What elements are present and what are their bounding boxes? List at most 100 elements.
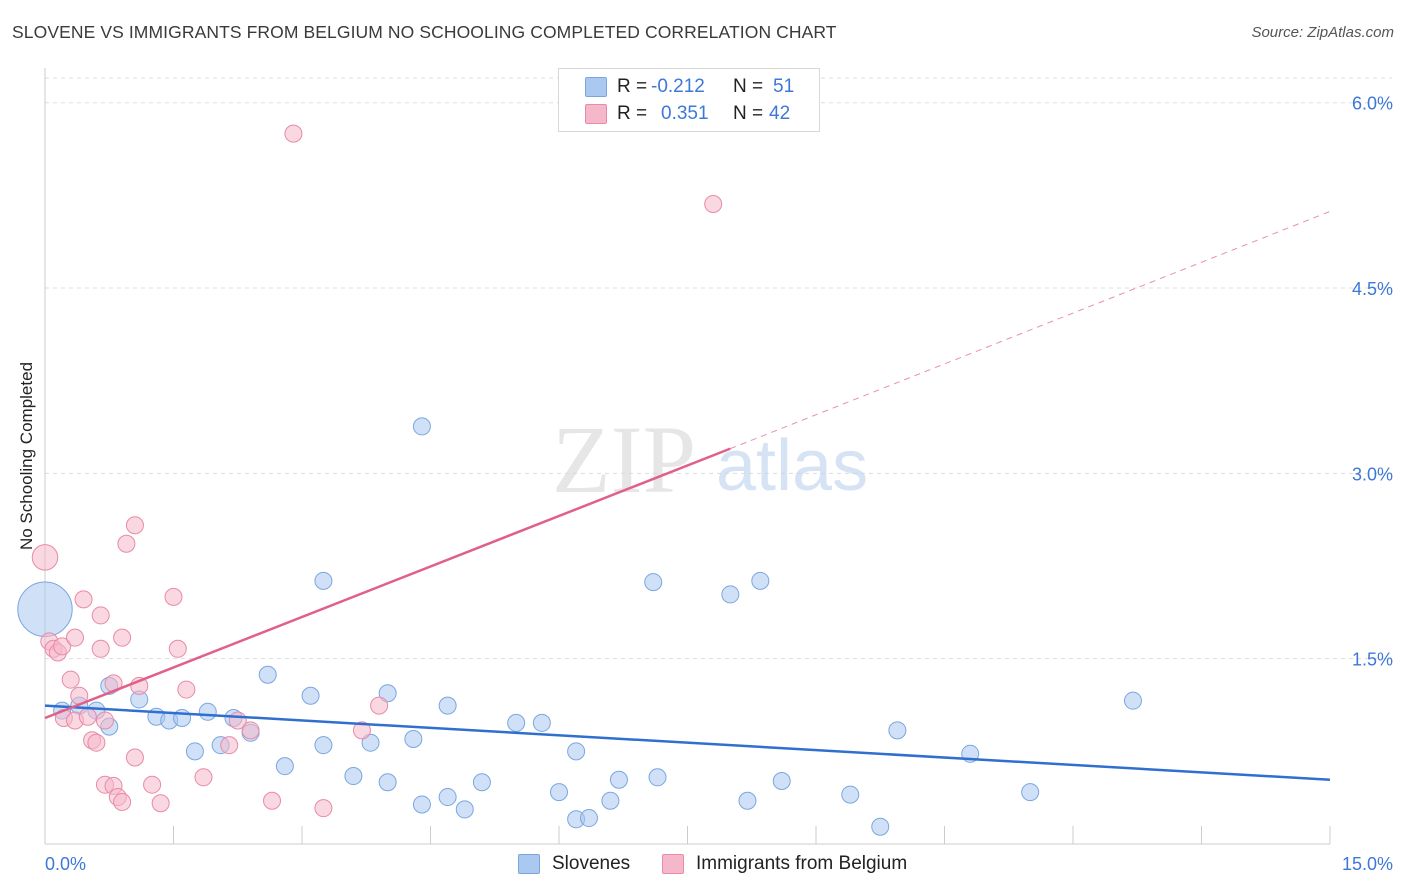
slovenes-point [841,785,860,804]
chart-title: SLOVENE VS IMMIGRANTS FROM BELGIUM NO SC… [12,22,837,42]
belgium-point [61,670,80,689]
belgium-point [194,768,213,787]
belgium-point [220,736,239,755]
belgium-point [263,791,282,810]
source-label: Source: ZipAtlas.com [1251,24,1394,41]
slovenes-point [1123,691,1142,710]
belgium-point [91,606,110,625]
belgium-point [95,711,114,730]
r-label: R = [617,103,648,124]
belgium-point [177,680,196,699]
slovenes-point [275,757,294,776]
n-value-belgium: 42 [769,103,791,124]
belgium-point [151,794,170,813]
r-value-belgium: 0.351 [661,103,709,124]
y-tick-label: 1.5% [1352,650,1393,670]
n-value-slovenes: 51 [773,76,795,97]
belgium-point [241,721,260,740]
slovenes-point [888,721,907,740]
n-label: N = [733,76,764,97]
belgium-point [113,792,132,811]
belgium-point [704,195,723,214]
slovenes-point [301,686,320,705]
slovenes-point [185,742,204,761]
legend-item-slovenes: Slovenes [518,852,630,876]
belgium-point [87,733,106,752]
belgium-point [91,639,110,658]
slovenes-point [751,571,770,590]
correlation-legend: R = -0.212 N = 51 R = 0.351 N = 42 [558,68,820,132]
grid-lines [45,77,1392,660]
belgium-point [284,124,303,143]
x-tick-label: 0.0% [45,854,86,874]
belgium-swatch [585,104,607,124]
belgium-point [143,775,162,794]
belgium-point [370,696,389,715]
slovenes-legend-swatch [518,854,540,874]
belgium-point [125,516,144,535]
slovenes-point [412,795,431,814]
slovenes-swatch [585,77,607,97]
belgium-point [65,628,84,647]
n-label: N = [733,103,764,124]
slovenes-point [644,573,663,592]
belgium-point [352,721,371,740]
r-value-slovenes: -0.212 [651,76,705,97]
slovenes-point [404,729,423,748]
belgium-point [74,590,93,609]
slovenes-point [378,684,397,703]
slovenes-point [532,713,551,732]
watermark-atlas: atlas [716,426,868,506]
slovenes-point [579,809,598,828]
belgium-point [314,799,333,818]
tick-labels: 1.5% 3.0% 4.5% 6.0% 0.0% 15.0% [45,94,1393,874]
slovenes-point [198,702,217,721]
x-tick-label: 15.0% [1342,854,1393,874]
slovenes-point [344,767,363,786]
belgium-point [78,707,97,726]
belgium-point [117,534,136,553]
slovenes-point [601,791,620,810]
belgium-point [31,544,59,571]
slovenes-point [472,773,491,792]
slovenes-legend-label: Slovenes [552,853,631,874]
slovenes-point [361,733,380,752]
slovenes-point [871,817,890,836]
belgium-trend-extension [730,210,1331,450]
belgium-legend-label: Immigrants from Belgium [696,853,908,874]
slovenes-point [550,783,568,802]
slovenes-trend-line [44,704,1331,782]
slovenes-point [412,417,431,436]
legend-item-belgium: Immigrants from Belgium [662,852,907,876]
belgium-trend-line [44,447,731,720]
belgium-point [125,748,144,767]
slovenes-point [609,770,628,789]
slovenes-point [772,771,791,790]
trend-lines [44,210,1331,782]
belgium-legend-swatch [662,854,684,874]
y-tick-label: 4.5% [1352,279,1393,299]
axes [44,68,1331,845]
slovenes-point [738,791,757,810]
slovenes-point [507,713,526,732]
slovenes-point [1021,783,1040,802]
slovenes-point [378,773,397,792]
slovenes-point [438,696,457,715]
slovenes-point [455,800,474,819]
slovenes-point [438,788,457,807]
watermark-zip: ZIP [552,406,696,513]
slovenes-point [17,581,73,637]
belgium-point [113,628,132,647]
y-tick-label: 3.0% [1352,464,1393,484]
belgium-point [168,639,187,658]
slovenes-point [567,742,586,761]
y-tick-label: 6.0% [1352,94,1393,114]
slovenes-point [314,571,333,590]
slovenes-point [258,665,277,684]
r-label: R = [617,76,648,97]
watermark: ZIP atlas [552,406,868,513]
slovenes-point [648,768,667,787]
belgium-point [53,637,72,656]
slovenes-point [721,585,740,604]
